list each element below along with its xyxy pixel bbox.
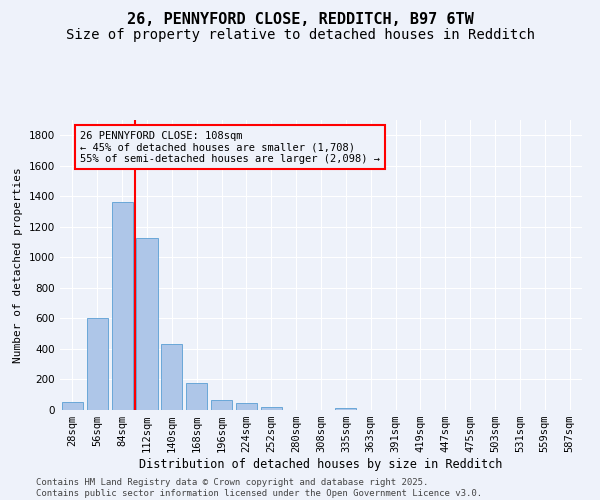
- Bar: [161, 344, 182, 410]
- Y-axis label: Number of detached properties: Number of detached properties: [13, 167, 23, 363]
- Bar: [236, 403, 257, 410]
- Text: 26, PENNYFORD CLOSE, REDDITCH, B97 6TW: 26, PENNYFORD CLOSE, REDDITCH, B97 6TW: [127, 12, 473, 28]
- X-axis label: Distribution of detached houses by size in Redditch: Distribution of detached houses by size …: [139, 458, 503, 471]
- Bar: [87, 318, 108, 410]
- Bar: [186, 384, 207, 410]
- Text: Size of property relative to detached houses in Redditch: Size of property relative to detached ho…: [65, 28, 535, 42]
- Text: Contains HM Land Registry data © Crown copyright and database right 2025.
Contai: Contains HM Land Registry data © Crown c…: [36, 478, 482, 498]
- Text: 26 PENNYFORD CLOSE: 108sqm
← 45% of detached houses are smaller (1,708)
55% of s: 26 PENNYFORD CLOSE: 108sqm ← 45% of deta…: [80, 130, 380, 164]
- Bar: [261, 407, 282, 410]
- Bar: [62, 402, 83, 410]
- Bar: [335, 408, 356, 410]
- Bar: [136, 238, 158, 410]
- Bar: [112, 202, 133, 410]
- Bar: [211, 400, 232, 410]
